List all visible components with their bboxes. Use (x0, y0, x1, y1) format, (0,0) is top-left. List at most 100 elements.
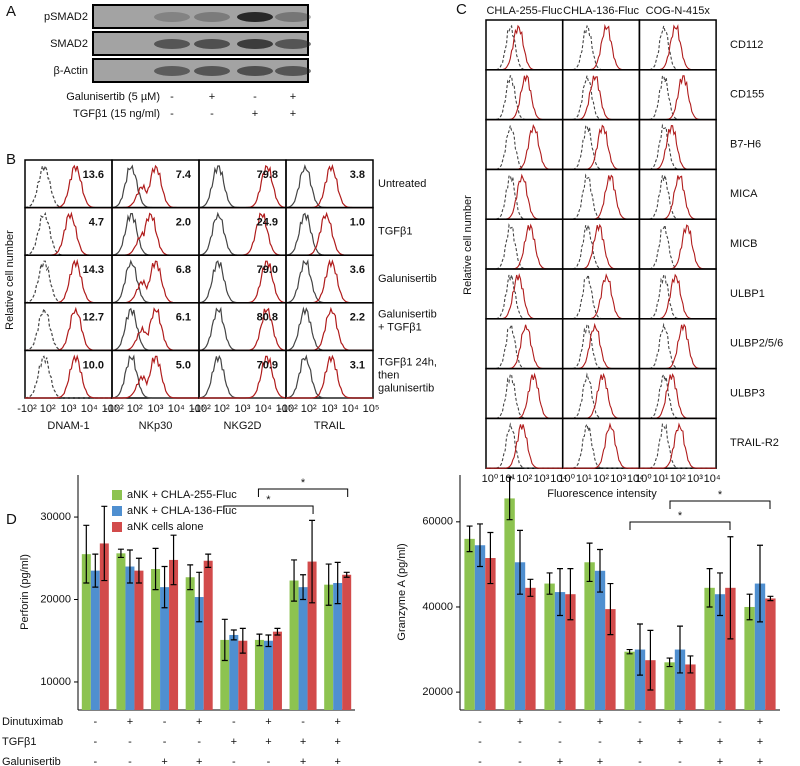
error-bar (466, 525, 473, 553)
condition-sign: - (478, 756, 482, 766)
bar (272, 631, 282, 710)
percentage-label: 5.0 (176, 359, 191, 371)
legend-label: aNK + CHLA-136-Fluc (127, 505, 237, 517)
bar (664, 662, 675, 710)
column-label: TRAIL (314, 420, 345, 432)
condition-sign: - (93, 756, 97, 766)
bar (194, 597, 204, 710)
error-bar (221, 618, 228, 662)
error-bar (117, 548, 124, 559)
blot-band (154, 12, 190, 22)
stain-trace (486, 24, 563, 71)
isotype-trace (562, 173, 640, 220)
x-tick-label: 10⁴ (81, 403, 98, 415)
isotype-trace (562, 422, 640, 469)
stain-trace (486, 223, 563, 270)
bar (203, 560, 213, 710)
condition-sign: - (163, 716, 167, 728)
bar (544, 583, 555, 710)
error-bar (527, 578, 534, 597)
x-tick-label: 10³ (235, 403, 251, 415)
condition-sign: + (334, 716, 340, 728)
row-label: ULBP3 (730, 387, 765, 399)
blot-band (237, 66, 273, 76)
percentage-label: 14.3 (83, 264, 104, 276)
condition-sign: - (518, 736, 522, 748)
condition-sign: - (163, 736, 167, 748)
x-tick-label: 10¹ (653, 473, 669, 485)
condition-sign: + (252, 108, 258, 120)
error-bar (274, 627, 281, 636)
bar (298, 587, 308, 710)
histogram-cell (561, 118, 641, 171)
row-label: ULBP2/5/6 (730, 338, 783, 350)
isotype-trace (486, 174, 563, 220)
histogram-cell (638, 367, 717, 420)
x-tick-label: 10⁵ (102, 403, 119, 415)
panel-label: B (6, 151, 16, 168)
condition-sign: + (637, 736, 643, 748)
y-title: Relative cell number (4, 230, 16, 330)
significance-label: * (678, 510, 683, 522)
blot-band (194, 39, 230, 49)
bar (324, 584, 334, 710)
stain-trace (486, 424, 563, 469)
y-title: Relative cell number (462, 195, 474, 295)
row-label: Untreated (378, 178, 426, 190)
error-bar (187, 564, 194, 591)
bar (765, 598, 776, 710)
x-tick-label: 10² (301, 403, 317, 415)
legend-label: aNK cells alone (127, 521, 203, 533)
x-tick-label: 10² (214, 403, 230, 415)
significance-label: * (266, 494, 271, 506)
histogram-cell (485, 19, 564, 71)
bar (185, 577, 195, 710)
condition-sign: - (170, 108, 174, 120)
error-bar (557, 568, 563, 617)
error-bar (746, 593, 753, 621)
percentage-label: 24.9 (257, 217, 278, 229)
condition-sign: + (757, 716, 763, 728)
bar (605, 609, 616, 710)
stain-trace (562, 23, 640, 71)
x-tick-label: 10⁰ (635, 473, 652, 485)
stain-trace (199, 355, 287, 399)
isotype-trace (562, 124, 640, 170)
error-bar (343, 571, 350, 578)
percentage-label: 13.6 (83, 169, 104, 181)
blot-band (154, 39, 190, 49)
percentage-label: 3.1 (350, 359, 365, 371)
blot-band (237, 39, 273, 49)
x-tick-label: 10¹ (576, 473, 592, 485)
condition-sign: - (558, 736, 562, 748)
x-tick-label: 10³ (534, 473, 550, 485)
panel-label: A (6, 3, 16, 20)
stain-trace (639, 422, 717, 469)
bar (220, 639, 230, 710)
x-tick-label: 10² (516, 473, 532, 485)
condition-sign: + (161, 756, 167, 766)
percentage-label: 6.1 (176, 312, 191, 324)
percentage-label: 4.7 (89, 217, 104, 229)
error-bar (767, 595, 774, 602)
condition-sign: + (196, 756, 202, 766)
x-tick-label: 10⁴ (627, 473, 644, 485)
stain-trace (486, 324, 563, 370)
error-bar (597, 548, 603, 593)
x-tick-label: 10² (670, 473, 686, 485)
condition-label: TGFβ1 (15 ng/ml) (73, 108, 160, 120)
isotype-trace (486, 74, 563, 121)
condition-sign: + (231, 736, 237, 748)
y-tick-label: 30000 (40, 511, 71, 523)
condition-sign: - (128, 736, 132, 748)
row-label: Galunisertib (378, 273, 437, 285)
error-bar (230, 629, 237, 641)
significance-label: * (718, 489, 723, 501)
error-bar (170, 534, 177, 586)
condition-sign: - (598, 736, 602, 748)
percentage-label: 1.0 (350, 217, 365, 229)
significance-bracket (223, 505, 314, 514)
column-label: NKp30 (139, 420, 173, 432)
blot-band (194, 66, 230, 76)
percentage-label: 2.2 (350, 312, 365, 324)
